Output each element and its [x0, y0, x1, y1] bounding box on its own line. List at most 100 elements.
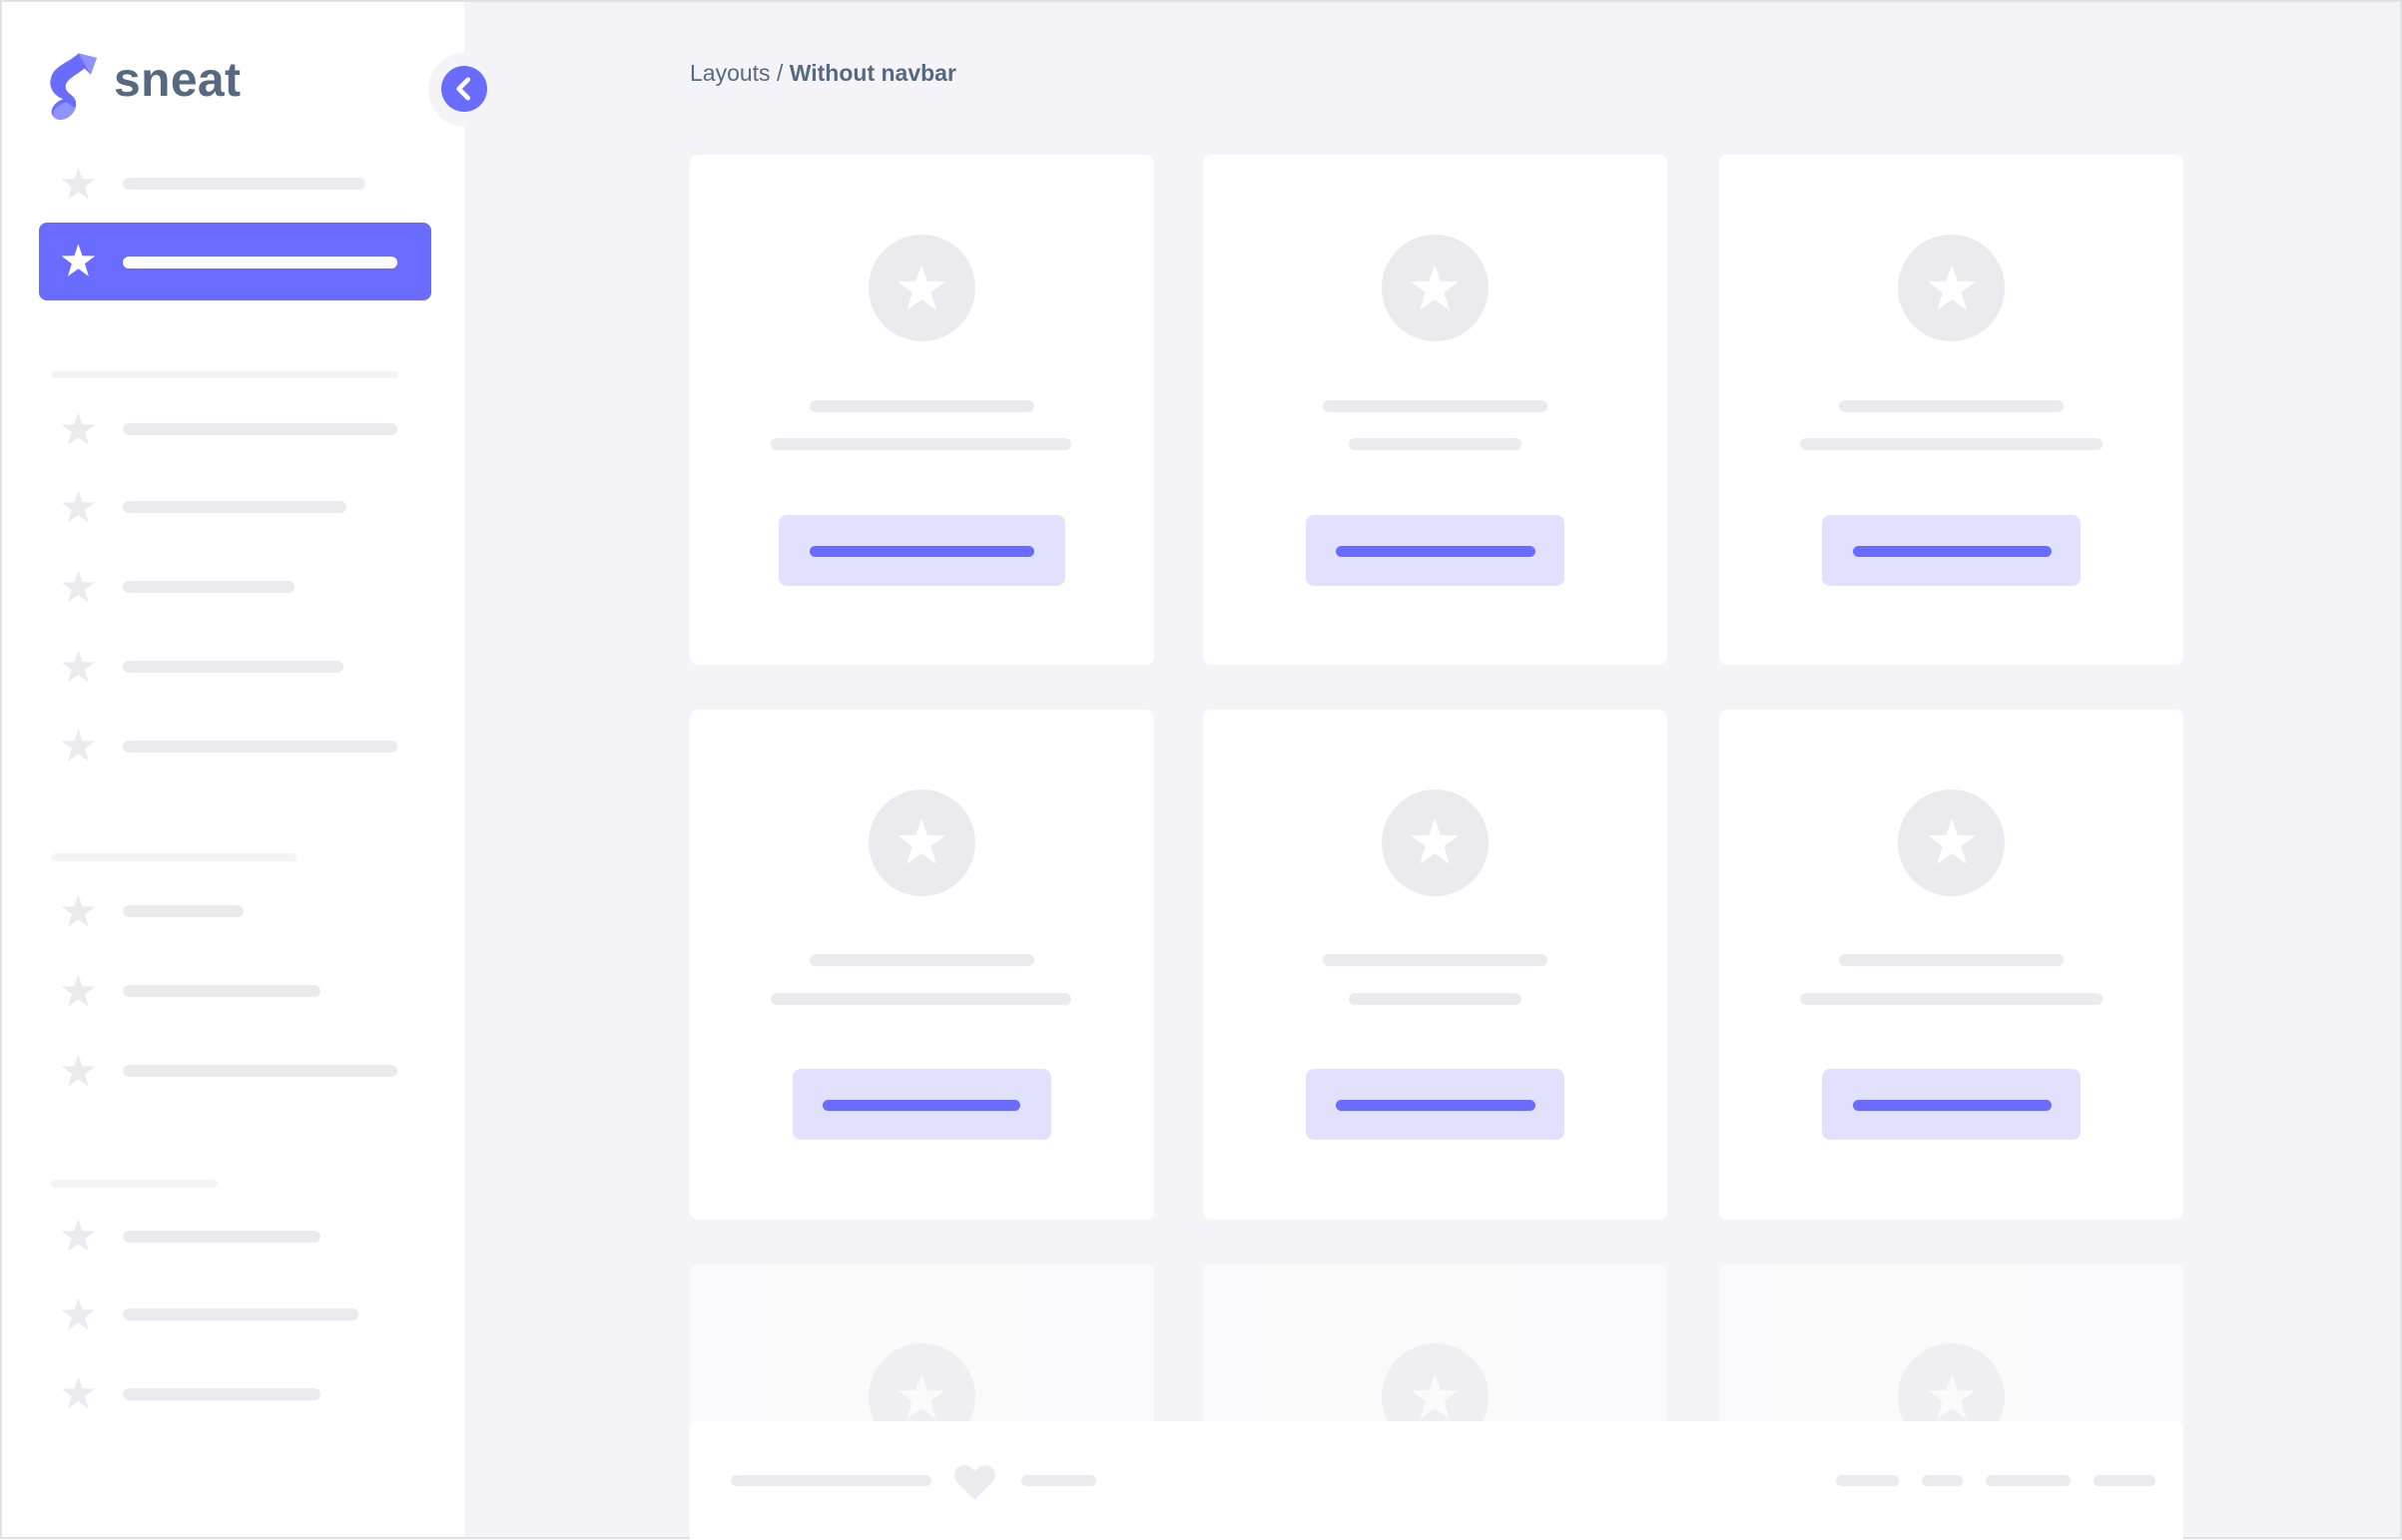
sidebar-item-label [123, 740, 397, 753]
star-icon [898, 818, 946, 865]
card-button[interactable] [1821, 1069, 2082, 1141]
sidebar-item-label [123, 178, 365, 191]
sidebar-item[interactable] [2, 968, 464, 1014]
sidebar-section-divider [51, 1180, 219, 1188]
sidebar-item-label [123, 422, 397, 435]
star-icon [61, 729, 96, 763]
star-icon [61, 412, 96, 445]
card-title [1322, 954, 1548, 967]
star-icon [61, 894, 96, 927]
heart-icon [954, 1465, 995, 1501]
sidebar-item-active[interactable] [38, 223, 431, 301]
footer-link[interactable] [1986, 1474, 2071, 1486]
sidebar-item-label [123, 1387, 321, 1400]
card-button-label [1852, 545, 2053, 557]
card-button-label [1336, 545, 1535, 557]
sidebar-item[interactable] [2, 1214, 464, 1260]
footer-copyright [731, 1474, 932, 1486]
breadcrumb: Layouts / Without navbar [690, 60, 956, 87]
card-button[interactable] [1821, 514, 2082, 586]
card-avatar [1381, 235, 1489, 342]
star-icon [61, 1376, 96, 1410]
sidebar-item-label [123, 581, 296, 594]
card-button[interactable] [1305, 514, 1565, 586]
card [690, 709, 1154, 1220]
card-avatar [1897, 788, 2005, 896]
card [1719, 155, 2184, 666]
card-subtitle [771, 992, 1072, 1005]
card-button[interactable] [792, 1069, 1052, 1141]
sidebar-item[interactable] [2, 724, 464, 770]
card-button[interactable] [779, 514, 1065, 586]
card-avatar [868, 235, 975, 342]
card-title [809, 954, 1035, 967]
card [1203, 709, 1667, 1220]
star-icon [1411, 818, 1460, 865]
star-icon [61, 167, 96, 200]
card-avatar [868, 788, 975, 896]
card-title [1838, 954, 2065, 967]
sidebar-item-label [123, 256, 397, 268]
breadcrumb-separator: / [770, 60, 790, 86]
star-icon [898, 263, 946, 310]
sidebar-item[interactable] [2, 1291, 464, 1337]
star-icon [61, 650, 96, 683]
star-icon [1411, 263, 1460, 310]
sidebar-item[interactable] [2, 564, 464, 610]
card-button-label [823, 1100, 1021, 1112]
star-icon [1927, 818, 1976, 865]
sidebar-section-divider [51, 853, 297, 861]
star-icon [61, 974, 96, 1007]
sidebar-item-label [123, 905, 245, 918]
star-icon [1927, 1372, 1976, 1419]
card-avatar [1897, 235, 2005, 342]
star-icon [61, 570, 96, 603]
star-icon [61, 1219, 96, 1253]
card-subtitle [1800, 992, 2102, 1005]
footer-link[interactable] [1921, 1474, 1964, 1486]
sidebar-item[interactable] [2, 162, 464, 208]
star-icon [61, 490, 96, 523]
sidebar-section-divider [51, 370, 399, 379]
star-icon [898, 1372, 946, 1419]
footer-brand-link[interactable] [1020, 1474, 1096, 1486]
sidebar-item[interactable] [2, 484, 464, 530]
star-icon [1411, 1372, 1460, 1419]
card-subtitle [1348, 438, 1522, 451]
star-icon [61, 1054, 96, 1087]
star-icon [61, 244, 96, 276]
sidebar-item[interactable] [2, 644, 464, 690]
sidebar-item-label [123, 985, 321, 998]
card-button-label [809, 545, 1035, 557]
card-title [1322, 399, 1548, 412]
sidebar-item-label [123, 1230, 321, 1243]
footer-link[interactable] [2093, 1474, 2156, 1486]
breadcrumb-current: Without navbar [789, 60, 956, 86]
sneat-logo-icon [50, 53, 97, 121]
sidebar-item[interactable] [2, 889, 464, 935]
star-icon [61, 1297, 96, 1330]
sidebar-item-label [123, 1064, 397, 1077]
sidebar-item-label [123, 1307, 359, 1320]
sidebar-item-label [123, 660, 344, 673]
card-subtitle [1800, 438, 2102, 451]
card [690, 155, 1154, 666]
chevron-left-icon [456, 77, 471, 101]
sidebar-item[interactable] [2, 1048, 464, 1094]
card-avatar [1381, 788, 1489, 896]
card-button-label [1852, 1100, 2053, 1112]
card [1719, 709, 2184, 1220]
footer-link[interactable] [1835, 1474, 1899, 1486]
star-icon [1927, 263, 1976, 310]
sidebar: sneat [2, 2, 464, 1537]
card [1203, 155, 1667, 666]
sidebar-item[interactable] [2, 406, 464, 452]
card-subtitle [771, 438, 1072, 451]
collapse-sidebar-button[interactable] [441, 66, 487, 112]
card-button[interactable] [1305, 1069, 1565, 1141]
sidebar-item[interactable] [2, 1371, 464, 1417]
card-subtitle [1348, 992, 1522, 1005]
breadcrumb-parent[interactable]: Layouts [690, 60, 771, 86]
footer [690, 1421, 2183, 1539]
